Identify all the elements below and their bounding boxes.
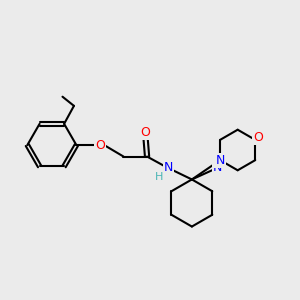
Text: N: N bbox=[215, 154, 225, 166]
Text: H: H bbox=[155, 172, 163, 182]
Text: O: O bbox=[140, 126, 150, 139]
Text: N: N bbox=[213, 161, 222, 175]
Text: O: O bbox=[95, 139, 105, 152]
Text: N: N bbox=[164, 161, 173, 175]
Text: O: O bbox=[253, 131, 263, 144]
